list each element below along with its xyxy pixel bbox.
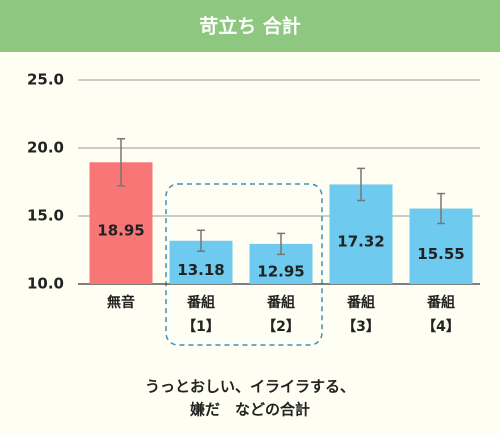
data-label: 17.32 <box>337 233 384 251</box>
chart-title: 苛立ち 合計 <box>199 15 301 38</box>
x-tick-label: 【3】 <box>342 319 380 335</box>
x-tick-label: 番組 <box>426 294 455 311</box>
annotation: 嫌だ などの合計 <box>189 401 310 419</box>
y-tick-label: 10.0 <box>27 275 64 293</box>
title-band <box>0 0 500 52</box>
annotation: うっとおしい、イライラする、 <box>145 378 355 396</box>
y-tick-label: 25.0 <box>27 71 64 89</box>
data-label: 12.95 <box>257 262 304 280</box>
x-tick-label: 【1】 <box>182 319 220 335</box>
x-tick-label: 番組 <box>346 294 375 311</box>
x-tick-label: 無音 <box>107 294 135 311</box>
y-tick-label: 20.0 <box>27 139 64 157</box>
x-tick-label: 番組 <box>266 294 295 311</box>
x-tick-label: 【4】 <box>422 319 460 335</box>
y-tick-label: 15.0 <box>27 207 64 225</box>
x-tick-label: 【2】 <box>262 319 300 335</box>
data-label: 13.18 <box>177 261 224 279</box>
data-label: 15.55 <box>417 245 464 263</box>
data-label: 18.95 <box>97 222 144 240</box>
x-tick-label: 番組 <box>186 294 215 311</box>
highlight-box <box>165 183 323 346</box>
